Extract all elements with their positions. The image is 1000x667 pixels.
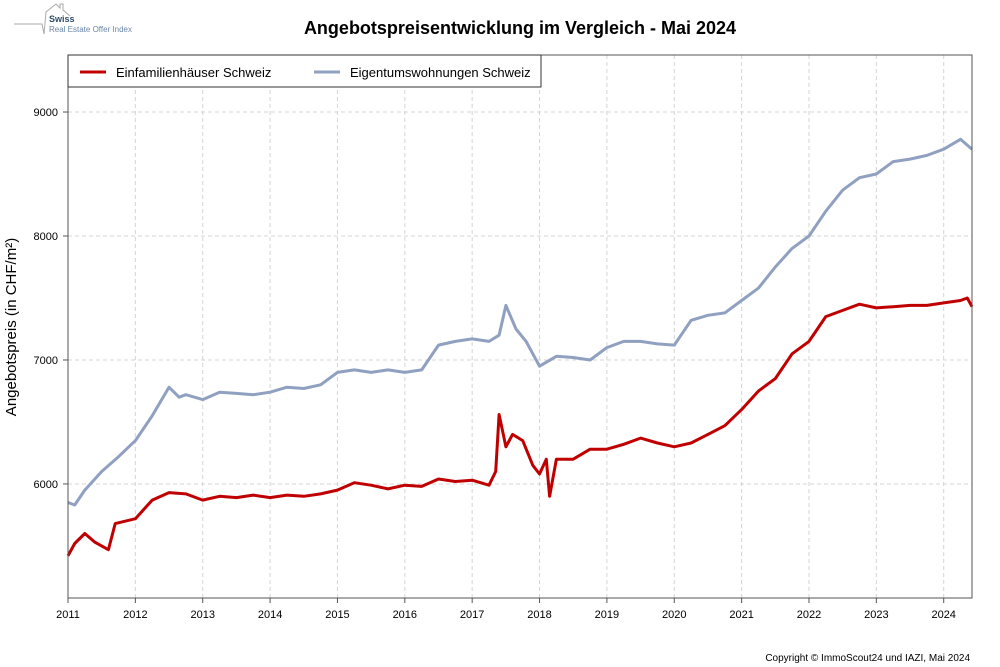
series-line-efh — [66, 296, 974, 557]
x-tick-label: 2013 — [190, 609, 214, 621]
x-tick-label: 2012 — [123, 609, 147, 621]
logo-line2: Real Estate Offer Index — [49, 25, 132, 34]
x-tick-label: 2017 — [460, 609, 484, 621]
x-tick-label: 2022 — [797, 609, 821, 621]
logo-line1: Swiss — [49, 14, 75, 24]
y-tick-label: 9000 — [34, 107, 58, 119]
house-icon — [14, 3, 71, 35]
legend: Einfamilienhäuser Schweiz Eigentumswohnu… — [67, 54, 542, 88]
x-tick-label: 2019 — [595, 609, 619, 621]
x-tick-label: 2020 — [662, 609, 686, 621]
series-line-etw — [67, 137, 973, 507]
x-tick-label: 2021 — [729, 609, 753, 621]
legend-label-efh: Einfamilienhäuser Schweiz — [116, 65, 271, 80]
x-axis: 2011 2012 2013 2014 2015 2016 2017 2018 2019 2020… — [56, 598, 956, 621]
y-tick-label: 7000 — [34, 355, 58, 367]
legend-box — [67, 54, 542, 88]
copyright: Copyright © ImmoScout24 und IAZI, Mai 20… — [765, 653, 970, 664]
x-tick-label: 2016 — [393, 609, 417, 621]
x-tick-label: 2015 — [325, 609, 349, 621]
x-tick-label: 2023 — [864, 609, 888, 621]
x-tick-label: 2024 — [931, 609, 955, 621]
y-axis-label: Angebotspreis (in CHF/m²) — [3, 238, 20, 416]
series-lines — [66, 137, 974, 557]
x-tick-label: 2018 — [527, 609, 551, 621]
plot-frame — [67, 54, 973, 599]
y-tick-label: 6000 — [34, 479, 58, 491]
grid — [67, 55, 972, 598]
x-tick-label: 2011 — [56, 609, 80, 621]
y-tick-label: 8000 — [34, 231, 58, 243]
y-axis: 6000 7000 8000 9000 — [34, 107, 68, 491]
x-tick-label: 2014 — [258, 609, 282, 621]
legend-label-etw: Eigentumswohnungen Schweiz — [350, 65, 531, 80]
logo: Swiss Real Estate Offer Index — [14, 3, 132, 35]
chart-title: Angebotspreisentwicklung im Vergleich - … — [304, 18, 736, 38]
